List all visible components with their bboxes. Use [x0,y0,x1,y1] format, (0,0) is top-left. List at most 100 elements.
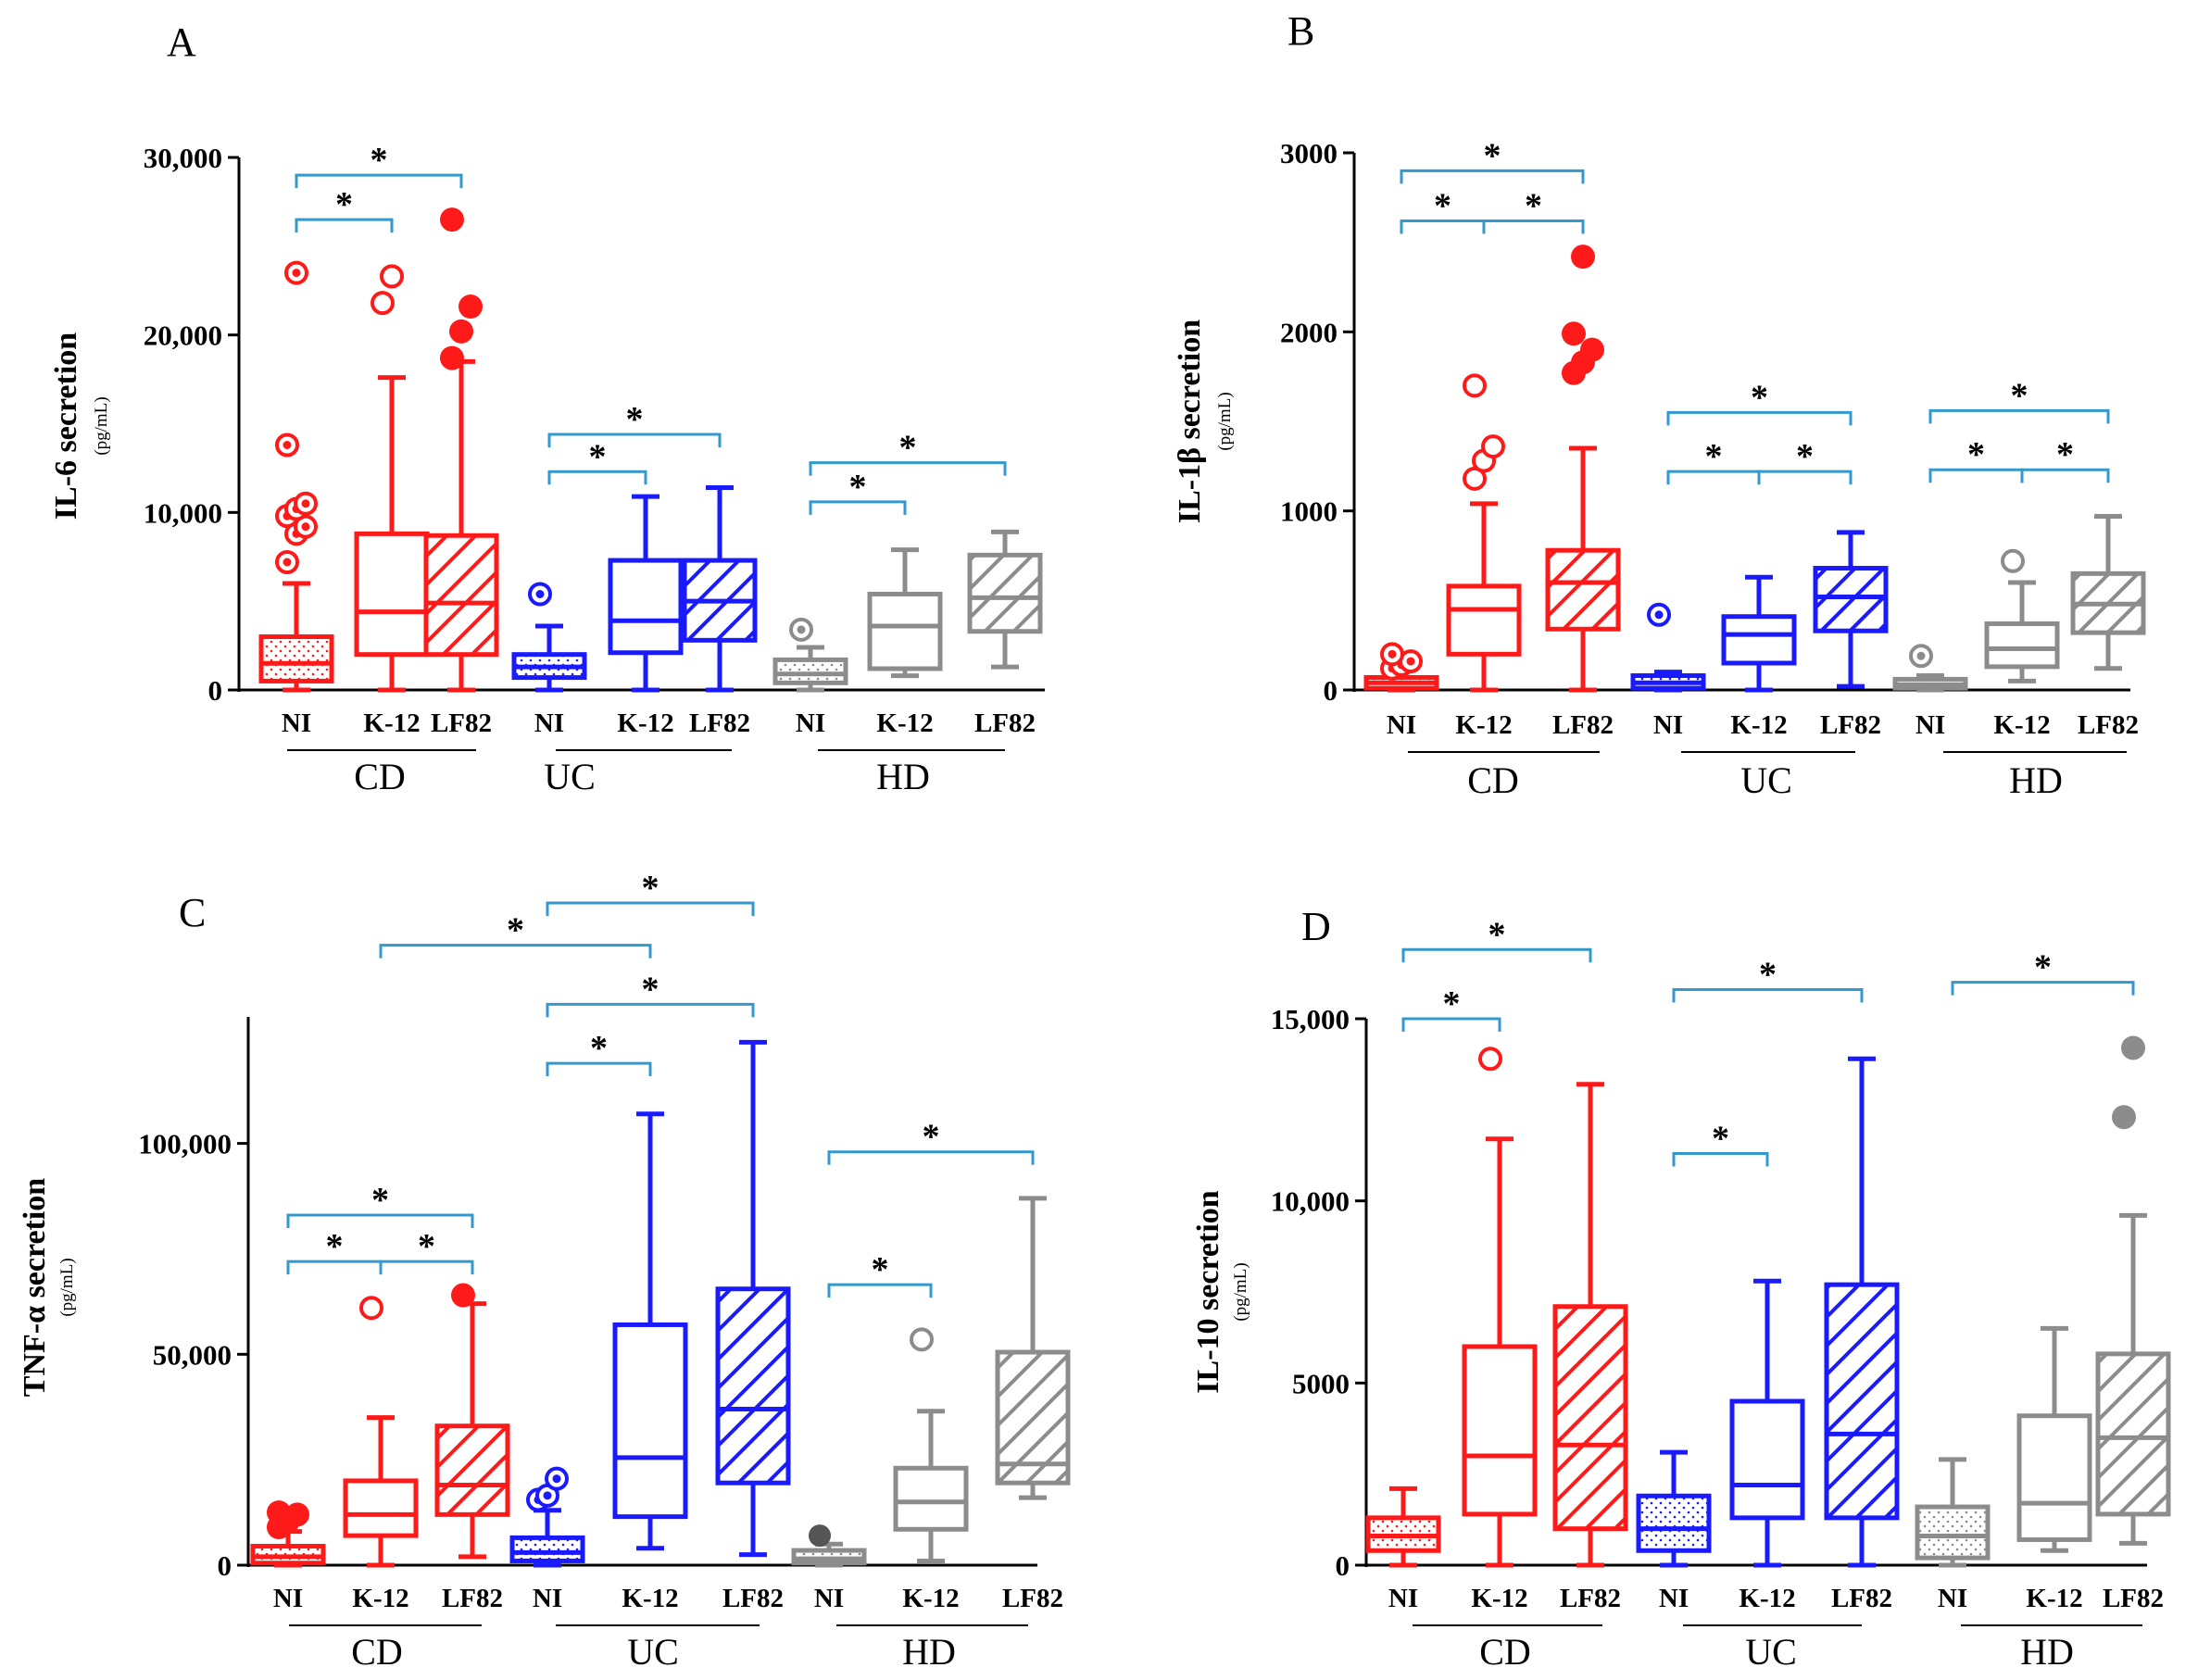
outlier-point [267,1500,291,1525]
box-iqr [893,1465,969,1532]
box-iqr [967,552,1043,634]
outlier-point [910,1327,934,1352]
y-tick-label: 0 [1336,1549,1350,1582]
box-iqr [1552,1304,1628,1532]
significance-bracket: * [1757,437,1853,485]
y-axis-title: IL-10 secretion [1191,1190,1225,1393]
box-uc-lf82 [1824,1056,1900,1568]
bracket-line [1672,988,1864,1003]
y-tick-label: 5000 [1292,1367,1350,1399]
group-label: CD [1479,1631,1531,1673]
group-label: UC [1745,1631,1797,1673]
box-uc-lf82 [1813,530,1889,689]
y-tick-label: 10,000 [1271,1185,1350,1218]
outlier-point [440,207,464,232]
box-iqr [1915,1504,1991,1561]
significance-bracket: * [1672,1120,1769,1167]
outlier-point [1580,337,1604,362]
bracket-line [1400,169,1585,184]
box-uc-k-12 [608,494,684,693]
box-cd-lf82 [434,1283,510,1560]
bracket-line [1757,470,1853,485]
significance-bracket: * [1401,915,1592,963]
category-label: LF82 [1831,1584,1892,1613]
group-uc [509,1039,791,1568]
box-hd-k-12 [2016,1325,2092,1553]
bracket-line [809,500,907,515]
y-tick-label: 0 [208,674,223,707]
significance-bracket: * [379,911,652,959]
significance-bracket: * [1928,435,2024,483]
category-label: NI [1653,710,1683,740]
box-iqr [1984,621,2060,670]
significance-star: * [371,1181,389,1220]
box-iqr [343,1478,419,1538]
box-uc-ni [511,582,587,693]
outlier-point [359,1296,383,1321]
category-label: LF82 [2103,1584,2164,1613]
bracket-line [827,1283,933,1298]
panel-d: D 0 5000 10,000 15,000 IL-10 secretion (pg/mL)… [1191,904,2171,1673]
significance-bracket: * [1400,136,1585,184]
significance-star: * [507,911,524,950]
category-label: K-12 [622,1584,678,1613]
category-label: NI [1659,1584,1689,1613]
outlier-point [380,264,404,289]
box-uc-k-12 [612,1111,688,1551]
group-hd [791,1196,1071,1568]
panel-letter: D [1301,904,1331,949]
significance-star: * [626,400,644,439]
group-cd [1363,244,1621,693]
significance-bracket: * [379,1227,474,1275]
outlier-point [449,319,473,344]
box-cd-ni [1363,642,1439,693]
category-label: NI [273,1584,303,1613]
box-cd-ni [1365,1486,1441,1568]
group-uc [511,485,758,693]
outlier-point [1478,1047,1502,1072]
group-label: CD [354,756,406,797]
outlier-point [1463,373,1487,398]
box-iqr [1636,1493,1712,1553]
box-iqr [1729,1398,1805,1521]
outlier-point [2121,1035,2145,1060]
box-iqr [1446,583,1522,657]
box-iqr [1462,1344,1538,1517]
bracket-line [1672,1152,1769,1167]
category-label: NI [814,1584,844,1613]
bracket-line [809,461,1007,476]
bracket-line [546,901,755,917]
y-tick-label: 15,000 [1271,1003,1350,1035]
box-hd-k-12 [1984,548,2060,683]
y-axis-unit: (pg/mL) [1215,392,1235,450]
significance-star: * [1967,435,1985,474]
significance-star: * [2034,948,2052,987]
significance-bracket: * [286,1181,474,1229]
outlier-point-center [535,590,545,598]
outlier-point [285,1502,309,1527]
box-uc-ni [509,1466,585,1568]
group-hd [1915,1035,2171,1568]
y-axis-title: TNF-α secretion [18,1178,52,1398]
bracket-line [295,218,394,233]
panel-a: A 0 10,000 20,000 30,000 IL-6 secretion (pg/mL… [49,19,1045,797]
bracket-line [1482,219,1585,234]
category-label: LF82 [689,708,750,738]
category-label: LF82 [431,708,492,738]
box-hd-lf82 [2095,1035,2171,1546]
group-label: HD [902,1631,956,1673]
significance-bracket: * [546,1029,652,1077]
group-hd [772,529,1043,693]
group-label: CD [351,1631,403,1673]
box-iqr [354,531,430,658]
bracket-line [546,1002,755,1018]
outlier-point [1463,466,1487,491]
box-hd-lf82 [967,529,1043,670]
category-label: K-12 [1730,710,1787,740]
outlier-point-center [301,499,310,508]
box-hd-ni [772,617,848,693]
significance-bracket: * [546,869,755,917]
category-label: LF82 [1560,1584,1621,1613]
